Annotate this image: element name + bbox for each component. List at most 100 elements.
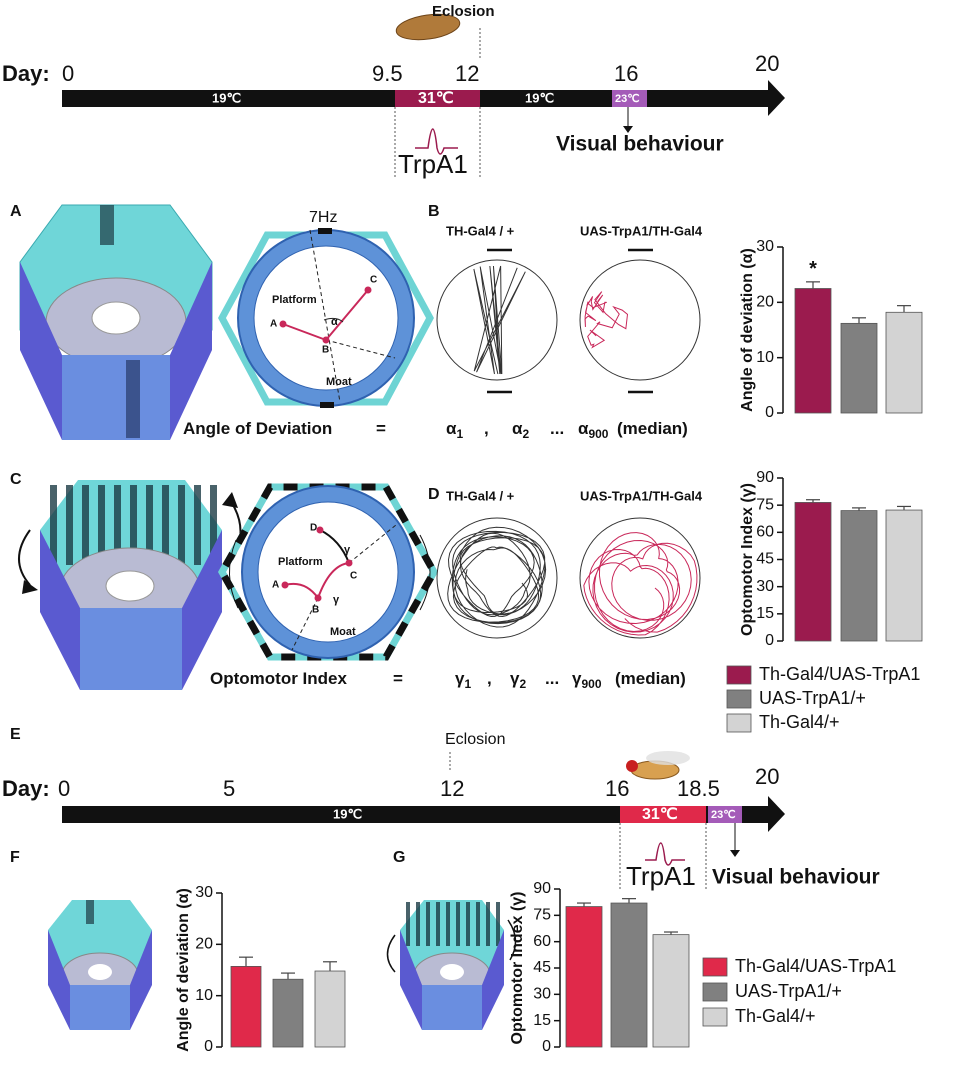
arrow-head xyxy=(623,126,633,133)
arena-wall xyxy=(40,530,80,690)
stripe xyxy=(194,485,201,565)
moat-label: Moat xyxy=(330,626,356,638)
day-number: 20 xyxy=(755,764,779,789)
panel-letter: A xyxy=(10,203,22,220)
platform-label: Platform xyxy=(278,556,323,568)
day-number: 16 xyxy=(605,776,629,801)
y-tick-label: 0 xyxy=(765,632,774,649)
day-number: 20 xyxy=(755,51,779,76)
timeline-arrow xyxy=(768,796,785,832)
equation-sub: 2 xyxy=(519,677,526,691)
arena-wall xyxy=(62,355,170,440)
day-label: Day: xyxy=(2,61,50,86)
y-axis-label: Angle of deviation (α) xyxy=(739,248,756,412)
bar xyxy=(610,902,648,1048)
day-number: 12 xyxy=(440,776,464,801)
y-tick-label: 0 xyxy=(542,1038,551,1055)
hexagon-stripes xyxy=(217,483,439,661)
legend-swatch xyxy=(702,982,728,1002)
visual-label: Visual behaviour xyxy=(712,866,880,889)
arena-small-f xyxy=(48,900,152,1030)
y-tick-label: 30 xyxy=(756,578,774,595)
arena-wall xyxy=(170,262,212,440)
temp-label: 31℃ xyxy=(418,90,454,107)
y-tick-label: 75 xyxy=(756,496,774,513)
bar xyxy=(652,934,690,1048)
y-axis-label: Angle of deviation (α) xyxy=(175,888,192,1052)
equation-note: (median) xyxy=(615,669,686,688)
equation-sub: 1 xyxy=(464,677,471,691)
legend-swatch xyxy=(726,689,752,709)
stripe xyxy=(426,902,430,946)
trajectory xyxy=(319,529,350,564)
point xyxy=(314,594,322,602)
point xyxy=(345,559,353,567)
pulse-icon xyxy=(415,128,458,155)
pulse-icon xyxy=(645,842,685,866)
equation-symbol: α xyxy=(578,419,589,438)
arena-diagram-c: Platform Moat A B C D γ γ xyxy=(217,483,439,661)
timeline-arrow xyxy=(768,80,785,116)
platform-hole xyxy=(91,301,141,335)
rotation-arrow xyxy=(228,539,239,609)
genotype-label: UAS-TrpA1/TH-Gal4 xyxy=(580,223,703,238)
day-number: 9.5 xyxy=(372,61,403,86)
point-label: C xyxy=(350,571,357,582)
equation-symbol: γ xyxy=(510,669,520,688)
y-axis-label: Optomotor Index (γ) xyxy=(509,892,526,1045)
stripe xyxy=(114,485,121,565)
y-tick-label: 60 xyxy=(756,524,774,541)
moat-label: Moat xyxy=(326,376,352,388)
timeline-bar xyxy=(62,806,772,823)
platform-hole xyxy=(88,964,112,980)
pupa-icon xyxy=(395,13,461,41)
equation-eq: = xyxy=(393,669,403,688)
bar xyxy=(230,966,262,1048)
legend-label: Th-Gal4/UAS-TrpA1 xyxy=(759,664,920,684)
y-tick-label: 20 xyxy=(756,294,774,311)
arena-wall xyxy=(130,930,152,1030)
stripe xyxy=(178,485,185,565)
bar xyxy=(840,322,878,414)
equation-lhs: Optomotor Index xyxy=(210,669,347,688)
stripe xyxy=(50,485,57,565)
angle-label: γ xyxy=(333,594,340,606)
equation-sub: 900 xyxy=(581,677,601,691)
arena-diagram-a: 7Hz Platform Moat A B C α xyxy=(218,209,434,408)
fly-wing xyxy=(646,751,690,765)
equation-eq: = xyxy=(376,419,386,438)
axis-line xyxy=(348,524,397,564)
y-tick-label: 45 xyxy=(756,551,774,568)
stripe xyxy=(162,485,169,565)
stripe xyxy=(416,902,420,946)
equation-symbol: γ xyxy=(572,669,582,688)
trpa1-label: TrpA1 xyxy=(626,861,696,891)
arena-circle xyxy=(436,259,558,381)
stimulus-mark xyxy=(318,228,332,234)
equation-symbol: α xyxy=(446,419,457,438)
stripe xyxy=(476,902,480,946)
temp-label: 19℃ xyxy=(333,806,362,821)
equation-ellipsis: ... xyxy=(545,669,559,688)
stripe xyxy=(406,902,410,946)
stimulus-mark xyxy=(320,402,334,408)
equation-sub: 900 xyxy=(588,427,608,441)
day-label: Day: xyxy=(2,776,50,801)
arena-wall xyxy=(182,530,222,690)
equation: Angle of Deviation = α1 , α2 ... α900 (m… xyxy=(183,419,688,443)
panel-letter: E xyxy=(10,726,21,743)
equation: Optomotor Index = γ1 , γ2 ... γ900 (medi… xyxy=(210,669,686,693)
stripe xyxy=(210,485,217,565)
temp-label: 19℃ xyxy=(212,90,241,105)
arena-circle xyxy=(579,517,701,639)
heat-segment xyxy=(620,806,706,823)
stripe xyxy=(126,360,140,438)
legend-label: Th-Gal4/+ xyxy=(735,1006,816,1026)
y-tick-label: 45 xyxy=(533,959,551,976)
bar xyxy=(794,288,832,414)
test-segment xyxy=(612,90,647,107)
platform-hole xyxy=(440,964,464,980)
axis-line xyxy=(291,597,319,651)
fly-eye xyxy=(626,760,638,772)
y-tick-label: 75 xyxy=(533,907,551,924)
